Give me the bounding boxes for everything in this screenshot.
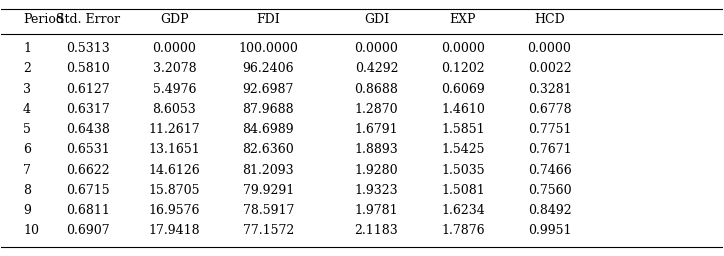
Text: 96.2406: 96.2406 [243,62,294,75]
Text: Period: Period [23,13,64,26]
Text: 11.2617: 11.2617 [148,123,201,136]
Text: 9: 9 [23,204,31,217]
Text: 1.9323: 1.9323 [355,184,398,197]
Text: 6: 6 [23,143,31,156]
Text: 0.7751: 0.7751 [528,123,571,136]
Text: GDI: GDI [364,13,389,26]
Text: Std. Error: Std. Error [56,13,120,26]
Text: 78.5917: 78.5917 [243,204,294,217]
Text: 0.7466: 0.7466 [528,164,571,177]
Text: 3: 3 [23,82,31,95]
Text: GDP: GDP [160,13,189,26]
Text: 14.6126: 14.6126 [148,164,201,177]
Text: 0.6438: 0.6438 [66,123,110,136]
Text: 1.8893: 1.8893 [355,143,398,156]
Text: 0.4292: 0.4292 [355,62,398,75]
Text: 1.5851: 1.5851 [441,123,485,136]
Text: 81.2093: 81.2093 [243,164,294,177]
Text: 1.9781: 1.9781 [355,204,398,217]
Text: 84.6989: 84.6989 [243,123,294,136]
Text: 8: 8 [23,184,31,197]
Text: 2: 2 [23,62,31,75]
Text: 0.6531: 0.6531 [66,143,110,156]
Text: FDI: FDI [256,13,280,26]
Text: 17.9418: 17.9418 [148,224,201,237]
Text: 1.2870: 1.2870 [355,103,398,116]
Text: 1.9280: 1.9280 [355,164,398,177]
Text: 0.0000: 0.0000 [528,42,571,55]
Text: 1.7876: 1.7876 [441,224,485,237]
Text: 16.9576: 16.9576 [148,204,201,217]
Text: 2.1183: 2.1183 [355,224,398,237]
Text: 1.5425: 1.5425 [441,143,485,156]
Text: 7: 7 [23,164,31,177]
Text: 0.7560: 0.7560 [528,184,571,197]
Text: 0.0000: 0.0000 [153,42,196,55]
Text: 0.6715: 0.6715 [66,184,110,197]
Text: 8.6053: 8.6053 [153,103,196,116]
Text: 87.9688: 87.9688 [243,103,294,116]
Text: 0.6317: 0.6317 [66,103,110,116]
Text: 0.5810: 0.5810 [66,62,110,75]
Text: 0.0022: 0.0022 [528,62,571,75]
Text: EXP: EXP [450,13,476,26]
Text: 0.6811: 0.6811 [66,204,110,217]
Text: 92.6987: 92.6987 [243,82,294,95]
Text: 79.9291: 79.9291 [243,184,294,197]
Text: 15.8705: 15.8705 [148,184,201,197]
Text: 5: 5 [23,123,31,136]
Text: 1.5035: 1.5035 [441,164,485,177]
Text: 0.6907: 0.6907 [66,224,110,237]
Text: 0.6622: 0.6622 [66,164,110,177]
Text: 3.2078: 3.2078 [153,62,196,75]
Text: 0.7671: 0.7671 [528,143,571,156]
Text: 4: 4 [23,103,31,116]
Text: 0.9951: 0.9951 [528,224,571,237]
Text: 1: 1 [23,42,31,55]
Text: 1.4610: 1.4610 [441,103,485,116]
Text: 0.3281: 0.3281 [528,82,571,95]
Text: 0.1202: 0.1202 [441,62,485,75]
Text: 0.6127: 0.6127 [66,82,110,95]
Text: 0.0000: 0.0000 [355,42,398,55]
Text: 10: 10 [23,224,39,237]
Text: HCD: HCD [534,13,565,26]
Text: 13.1651: 13.1651 [148,143,201,156]
Text: 77.1572: 77.1572 [243,224,294,237]
Text: 82.6360: 82.6360 [243,143,294,156]
Text: 100.0000: 100.0000 [238,42,298,55]
Text: 0.0000: 0.0000 [441,42,485,55]
Text: 0.6069: 0.6069 [441,82,485,95]
Text: 1.6791: 1.6791 [355,123,398,136]
Text: 0.8492: 0.8492 [528,204,571,217]
Text: 0.6778: 0.6778 [528,103,571,116]
Text: 1.6234: 1.6234 [441,204,485,217]
Text: 0.5313: 0.5313 [66,42,110,55]
Text: 0.8688: 0.8688 [355,82,398,95]
Text: 1.5081: 1.5081 [441,184,485,197]
Text: 5.4976: 5.4976 [153,82,196,95]
